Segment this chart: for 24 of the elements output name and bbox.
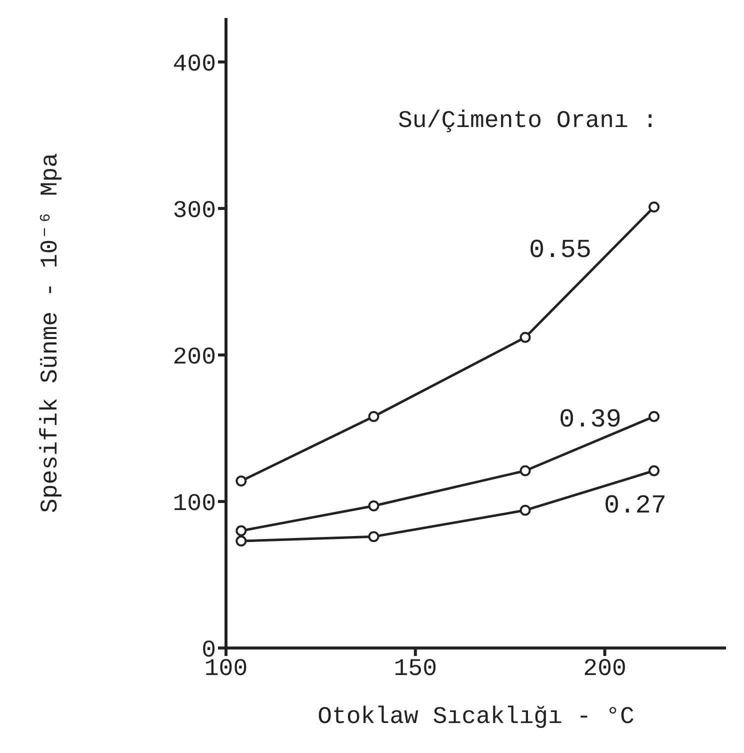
x-tick-label: 200 bbox=[583, 656, 626, 684]
point bbox=[648, 411, 660, 422]
point bbox=[236, 536, 247, 547]
y-tick-label: 300 bbox=[172, 198, 216, 225]
x-axis-title: Otoklaw Sıcaklığı - °C bbox=[318, 704, 634, 731]
series-label: 0.39 bbox=[559, 404, 622, 435]
y-tick-label: 200 bbox=[172, 344, 216, 372]
series-label: 0.55 bbox=[529, 235, 592, 265]
point bbox=[368, 411, 380, 422]
y-tick-label: 100 bbox=[172, 491, 216, 518]
point bbox=[648, 202, 660, 212]
point bbox=[520, 465, 531, 476]
point bbox=[520, 332, 531, 343]
series-label: 0.27 bbox=[604, 490, 666, 521]
point bbox=[236, 525, 247, 536]
point bbox=[368, 500, 380, 512]
y-axis-title: Spesifik Sünme - 10⁻⁶ Mpa bbox=[38, 152, 65, 514]
y-tick-label: 400 bbox=[172, 51, 216, 78]
x-tick-label: 150 bbox=[394, 656, 438, 684]
point bbox=[368, 531, 380, 542]
point bbox=[648, 465, 660, 476]
legend-title: Su/Çimento Oranı : bbox=[398, 108, 658, 135]
point bbox=[236, 475, 247, 486]
point bbox=[520, 504, 531, 516]
